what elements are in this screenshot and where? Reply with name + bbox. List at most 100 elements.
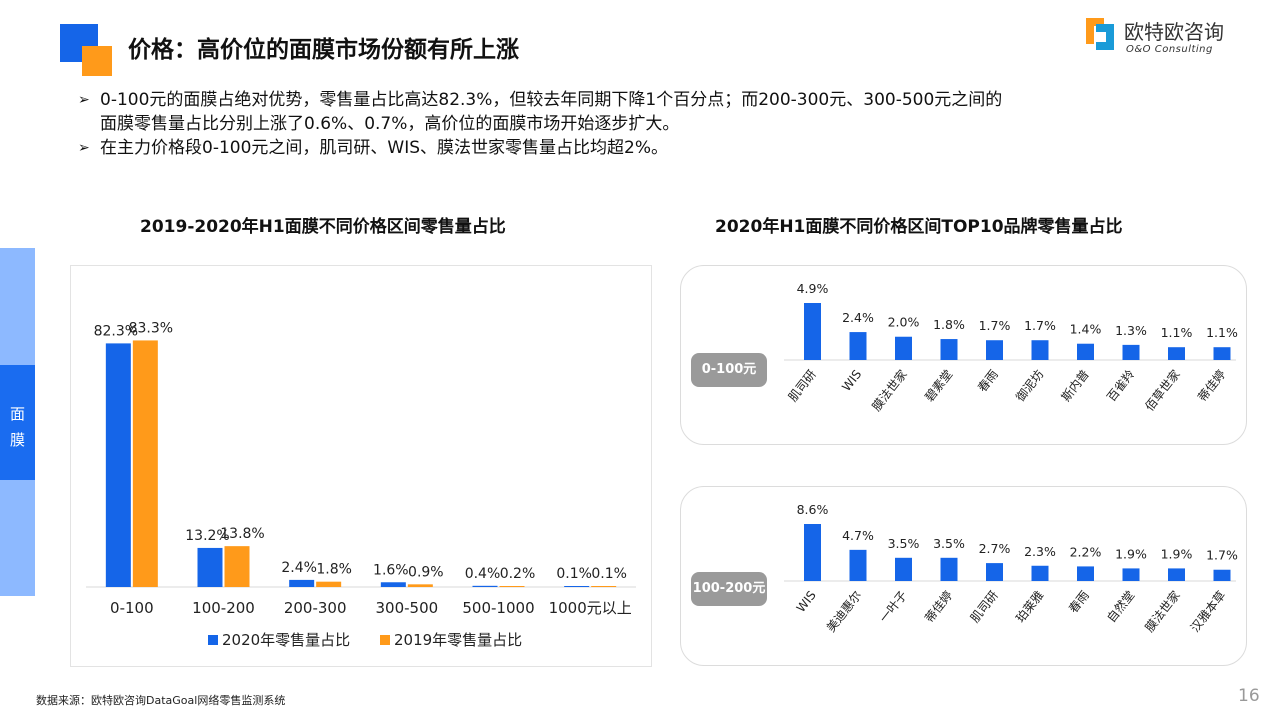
brand-bar [849, 549, 867, 581]
data-label-2020: 13.2% [185, 528, 229, 544]
bullet-2-text: 在主力价格段0-100元之间，肌司研、WIS、膜法世家零售量占比均超2%。 [100, 138, 668, 158]
brand-bar [1077, 566, 1094, 581]
brand-name-label: 御泥坊 [1012, 367, 1046, 405]
brand-name-cn: 欧特欧咨询 [1124, 20, 1224, 44]
brand-name-label: 蒂佳婷 [1194, 367, 1228, 405]
brand-name-label: 一叶子 [877, 588, 910, 625]
brand-data-label: 8.6% [797, 502, 829, 517]
left-chart-title: 2019-2020年H1面膜不同价格区间零售量占比 [140, 217, 506, 237]
brand-name-label: 碧素堂 [922, 367, 955, 404]
x-tick-label: 1000元以上 [549, 599, 632, 617]
brand-name-en: O&O Consulting [1126, 44, 1213, 55]
brand-name-label: WIS [839, 367, 864, 394]
brand-data-label: 1.8% [933, 317, 965, 332]
bar-2019 [499, 586, 525, 587]
brand-bar [1077, 343, 1094, 360]
brand-panel-0-100 [680, 265, 1247, 445]
side-tab-label-2: 膜 [9, 431, 25, 449]
brand-data-label: 1.3% [1115, 323, 1147, 338]
brand-bar [849, 332, 867, 360]
data-label-2020: 2.4% [281, 560, 317, 576]
brand-name-label: 斯内普 [1059, 367, 1092, 404]
left-chart-panel [70, 265, 652, 667]
data-label-2020: 0.4% [465, 566, 501, 582]
brand-name-label: WIS [794, 588, 819, 615]
side-tab-label-1: 面 [9, 405, 25, 423]
brand-data-label: 1.1% [1206, 325, 1238, 340]
brand-name-label: 蒂佳婷 [921, 588, 955, 626]
brand-bar [1122, 344, 1140, 360]
group-pill-100-200: 100-200元 [691, 572, 767, 606]
brand-data-label: 1.7% [1206, 548, 1238, 563]
data-label-2019: 1.8% [316, 562, 352, 578]
brand-panel-100-200 [680, 486, 1247, 666]
brand-data-label: 1.7% [979, 318, 1011, 333]
group-pill-0-100: 0-100元 [691, 353, 767, 387]
brand-name-label: 肌司研 [786, 367, 819, 404]
bar-2020 [105, 343, 131, 587]
brand-bar [1031, 565, 1049, 581]
brand-data-label: 2.2% [1070, 544, 1102, 559]
data-label-2020: 0.1% [556, 566, 592, 582]
data-label-2019: 13.8% [220, 526, 264, 542]
bullet-1: ➢ 0-100元的面膜占绝对优势，零售量占比高达82.3%，但较去年同期下降1个… [78, 88, 1228, 136]
page-title: 价格：高价位的面膜市场份额有所上涨 [128, 37, 519, 63]
side-tab-mask[interactable]: 面 膜 [0, 365, 35, 480]
brand-data-label: 1.4% [1070, 322, 1102, 337]
brand-data-label: 2.3% [1024, 544, 1056, 559]
brand-name-label: 自然堂 [1103, 588, 1137, 626]
brand-name-label: 膜法世家 [1141, 588, 1182, 635]
bar-2020 [289, 579, 315, 587]
x-tick-label: 200-300 [284, 599, 347, 617]
price-range-bar-chart: 82.3%83.3% 0-100 13.2%13.8% 100-200 2.4% 1.8%… [86, 320, 636, 649]
brand-bar [1168, 568, 1185, 581]
data-label-2019: 0.1% [591, 566, 627, 582]
x-tick-label: 300-500 [375, 599, 438, 617]
bullet-2: ➢ 在主力价格段0-100元之间，肌司研、WIS、膜法世家零售量占比均超2%。 [78, 136, 1228, 160]
page-number: 16 [1238, 686, 1260, 706]
brand-bar [895, 557, 912, 581]
brand-name-label: 肌司研 [968, 588, 1001, 625]
brand-name-label: 春雨 [1066, 588, 1092, 616]
bar-2019 [316, 581, 342, 587]
data-label-2019: 0.2% [500, 566, 536, 582]
data-label-2020: 1.6% [373, 562, 409, 578]
bar-2020 [564, 586, 590, 587]
summary-bullets: ➢ 0-100元的面膜占绝对优势，零售量占比高达82.3%，但较去年同期下降1个… [78, 88, 1228, 160]
brand-bar [1031, 340, 1049, 360]
arrow-bullet-icon: ➢ [78, 140, 90, 156]
bar-2020 [472, 585, 498, 587]
brand-data-label: 1.9% [1115, 546, 1147, 561]
legend-label-2020: 2020年零售量占比 [222, 631, 350, 649]
brand-name-label: 百雀羚 [1103, 367, 1137, 405]
brand-bar [895, 336, 912, 360]
x-tick-label: 100-200 [192, 599, 255, 617]
bar-2019 [591, 586, 617, 587]
brand-bar [1168, 347, 1185, 360]
brand-bar [1122, 568, 1140, 581]
brand-data-label: 2.7% [979, 541, 1011, 556]
title-decoration-orange [82, 46, 112, 76]
legend-label-2019: 2019年零售量占比 [394, 631, 522, 649]
brand-bar [940, 339, 958, 360]
brand-name-label: 膜法世家 [868, 367, 909, 414]
brand-bar [986, 340, 1003, 360]
brand-bar-chart-0-100: 4.9% 肌司研 2.4% WIS 2.0% 膜法世家 1.8% 碧素堂 1.7% 春雨 1.7% 御… [784, 281, 1238, 414]
data-label-2020: 82.3% [94, 323, 138, 339]
bar-2019 [407, 584, 433, 587]
data-label-2019: 0.9% [408, 564, 444, 580]
data-source-note: 数据来源：欧特欧咨询DataGoal网络零售监测系统 [36, 694, 286, 707]
brand-data-label: 3.5% [933, 536, 965, 551]
brand-icon [1086, 18, 1114, 50]
brand-data-label: 3.5% [888, 536, 920, 551]
bullet-1-line-2: 面膜零售量占比分别上涨了0.6%、0.7%，高价位的面膜市场开始逐步扩大。 [100, 114, 680, 134]
brand-bar [804, 303, 821, 360]
bar-2020 [197, 547, 223, 587]
brand-bar [804, 524, 821, 581]
x-tick-label: 0-100 [110, 599, 154, 617]
brand-bar [1213, 347, 1231, 360]
brand-logo: 欧特欧咨询 O&O Consulting [1082, 14, 1252, 60]
brand-bar [986, 563, 1003, 581]
arrow-bullet-icon: ➢ [78, 92, 90, 108]
brand-data-label: 2.0% [888, 315, 920, 330]
